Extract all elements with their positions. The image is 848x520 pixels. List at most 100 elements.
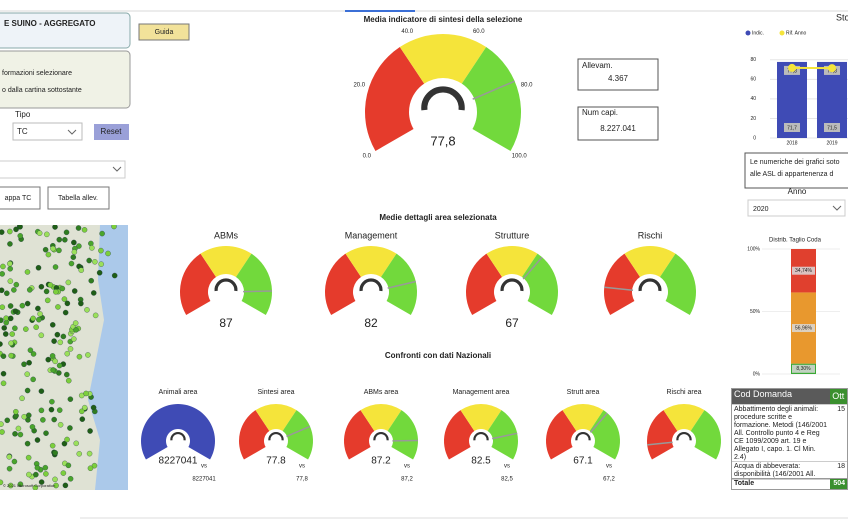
y-tick-label: 80: [750, 57, 756, 63]
map-dot: [51, 338, 57, 344]
guida-button[interactable]: [138, 23, 190, 41]
y-tick-label: 50%: [750, 309, 761, 315]
gauge-band: [325, 253, 362, 315]
map-dot: [98, 261, 104, 267]
map-dot: [33, 471, 39, 478]
dropdown-value: 2020: [753, 206, 769, 213]
map-dot: [34, 437, 41, 443]
gauge-needle: [286, 425, 311, 438]
gauge-band: [461, 47, 521, 151]
gauge-band: [690, 410, 722, 460]
map-dot: [33, 324, 39, 330]
gauge-band: [179, 253, 217, 315]
gauge-band: [604, 253, 641, 315]
map-dot: [13, 408, 19, 415]
map-dot: [81, 404, 88, 411]
gauge-tick-label: 20.0: [353, 82, 365, 88]
map-dot: [53, 482, 59, 489]
title-box: [0, 12, 131, 49]
map-button[interactable]: [0, 186, 41, 210]
filter-dropdown[interactable]: [0, 160, 126, 179]
anno-dropdown[interactable]: [747, 199, 846, 217]
map-dot: [38, 388, 45, 394]
map-dot: [29, 424, 36, 430]
hint-text: o dalla cartina sottostante: [2, 87, 82, 94]
map-dot: [4, 290, 10, 297]
map-dot: [27, 347, 34, 353]
gauge-band: [345, 246, 397, 278]
map-dot: [43, 430, 49, 436]
label-bg: [792, 364, 815, 373]
map-dot: [62, 482, 69, 489]
y-tick-label: 0%: [753, 371, 761, 377]
table-row[interactable]: Acqua di abbeverata: disponibilità (146/…: [732, 462, 847, 480]
map-dot: [60, 470, 67, 476]
map-dot: [36, 230, 43, 236]
map-dot: [59, 285, 66, 292]
map-dot: [13, 226, 19, 233]
kpi-label: Num capi.: [582, 108, 618, 117]
map-dot: [88, 277, 94, 284]
button-label: Tabella allev.: [58, 195, 98, 202]
map-dot: [71, 249, 78, 255]
button-label: Reset: [101, 127, 123, 136]
vs-label: vs: [404, 464, 410, 470]
map-dot: [48, 406, 55, 413]
map-dot: [52, 225, 58, 230]
map[interactable]: [0, 224, 128, 491]
legend-dot: [745, 30, 751, 36]
map-dot: [111, 272, 118, 279]
gauge-name: Strutture: [495, 230, 530, 240]
map-dot: [43, 471, 49, 477]
note-text: Le numeriche dei grafici soto: [750, 159, 840, 166]
cell: 15: [837, 406, 845, 413]
map-dot: [38, 479, 45, 485]
map-dot: [71, 288, 78, 294]
gauge-name: Management: [345, 230, 398, 240]
gauge-hub: [214, 278, 238, 292]
table-button[interactable]: [47, 186, 110, 210]
map-dot: [47, 282, 54, 288]
gauge-needle: [604, 286, 634, 291]
cell: 18: [837, 463, 845, 470]
map-dot: [0, 380, 7, 387]
map-dot: [73, 327, 79, 333]
vs-label: vs: [606, 464, 612, 470]
gauge-tick-label: 100.0: [512, 154, 528, 160]
map-dot: [37, 311, 43, 317]
reset-button[interactable]: [94, 124, 129, 140]
gauge-needle: [647, 441, 673, 446]
y-tick-label: 100%: [747, 246, 760, 252]
map-dot: [73, 440, 79, 447]
map-dot: [49, 353, 56, 359]
gauge-hub: [676, 432, 692, 441]
gauge-tick-label: 60.0: [473, 29, 485, 35]
gauge-hub: [421, 86, 465, 111]
map-dot: [42, 464, 49, 471]
map-dot: [56, 236, 63, 243]
tipo-dropdown[interactable]: [12, 122, 83, 141]
map-dot: [38, 283, 45, 290]
map-dot: [51, 416, 57, 423]
map-dot: [56, 247, 62, 254]
kpi-value: 8.227.041: [600, 124, 636, 133]
map-dot: [45, 356, 51, 363]
map-dot: [19, 302, 26, 309]
gauge-value: 87.2: [371, 456, 391, 467]
map-dot: [0, 429, 5, 435]
gauge-value: 67.1: [573, 456, 593, 467]
map-dot: [83, 390, 89, 397]
table-row[interactable]: Abbattimento degli animali: procedure sc…: [732, 405, 847, 462]
map-dot: [52, 264, 59, 270]
map-dot: [30, 315, 36, 322]
map-dot: [24, 300, 31, 307]
map-sea: [88, 225, 128, 490]
gauge-hub: [359, 278, 383, 292]
map-dot: [17, 481, 24, 487]
map-dot: [67, 425, 73, 431]
kpi-box: [577, 106, 659, 141]
map-dot: [49, 442, 56, 449]
data-label: 8,30%: [796, 366, 811, 372]
map-dot: [12, 308, 19, 314]
